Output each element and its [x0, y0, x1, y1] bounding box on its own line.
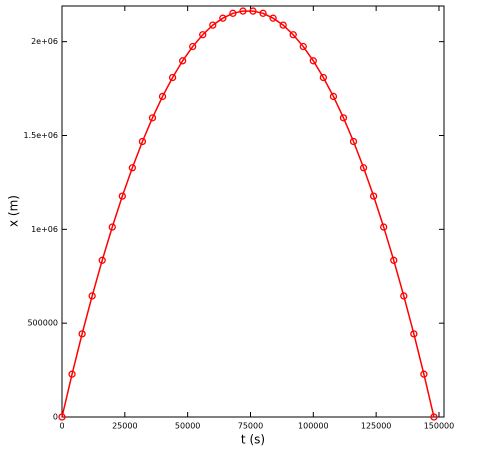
- data-point: [178, 57, 187, 65]
- x-tick-label: 100000: [298, 422, 329, 431]
- data-point: [158, 92, 167, 101]
- data-point: [349, 137, 358, 146]
- y-tick-label: 500000: [27, 319, 58, 328]
- y-tick-label: 1e+06: [31, 225, 58, 234]
- x-tick-label: 0: [59, 422, 64, 431]
- x-tick-label: 125000: [361, 422, 392, 431]
- data-point: [209, 21, 217, 29]
- data-point: [168, 73, 177, 82]
- data-point: [430, 413, 438, 421]
- x-tick-label: 25000: [112, 422, 137, 431]
- data-point: [319, 73, 328, 82]
- data-point: [249, 7, 257, 15]
- data-point: [380, 223, 388, 231]
- data-line: [61, 10, 435, 418]
- data-point: [339, 114, 348, 122]
- data-point: [400, 292, 408, 300]
- data-point: [269, 14, 277, 22]
- data-point: [199, 31, 207, 39]
- data-point: [219, 14, 227, 22]
- x-tick-label: 50000: [175, 422, 200, 431]
- data-point: [279, 21, 287, 29]
- data-point: [239, 7, 247, 15]
- data-point: [410, 330, 418, 338]
- data-point: [229, 9, 237, 17]
- x-tick-label: 75000: [238, 422, 263, 431]
- data-point: [58, 413, 66, 421]
- data-point: [118, 192, 126, 200]
- x-axis-label: t (s): [241, 433, 265, 447]
- data-point: [78, 330, 86, 338]
- x-tick-label: 150000: [424, 422, 455, 431]
- y-tick-label: 1.5e+06: [23, 131, 58, 140]
- data-point: [390, 256, 398, 264]
- data-point: [359, 164, 368, 172]
- data-point: [148, 114, 157, 122]
- data-point: [98, 256, 106, 264]
- data-point: [299, 42, 307, 51]
- y-tick-label: 2e+06: [31, 37, 58, 46]
- y-axis-label: x (m): [7, 195, 21, 227]
- data-point: [420, 370, 428, 378]
- plot-frame: [61, 5, 445, 418]
- data-point: [128, 164, 137, 172]
- data-point: [369, 192, 378, 200]
- data-point: [189, 42, 197, 51]
- data-point: [289, 31, 297, 39]
- data-point: [68, 370, 76, 378]
- y-tick-label: 0: [53, 413, 58, 422]
- data-point: [309, 57, 317, 65]
- data-point: [259, 9, 267, 17]
- data-point: [108, 223, 116, 231]
- data-point: [138, 137, 147, 146]
- data-point: [329, 92, 338, 101]
- data-point: [88, 292, 96, 300]
